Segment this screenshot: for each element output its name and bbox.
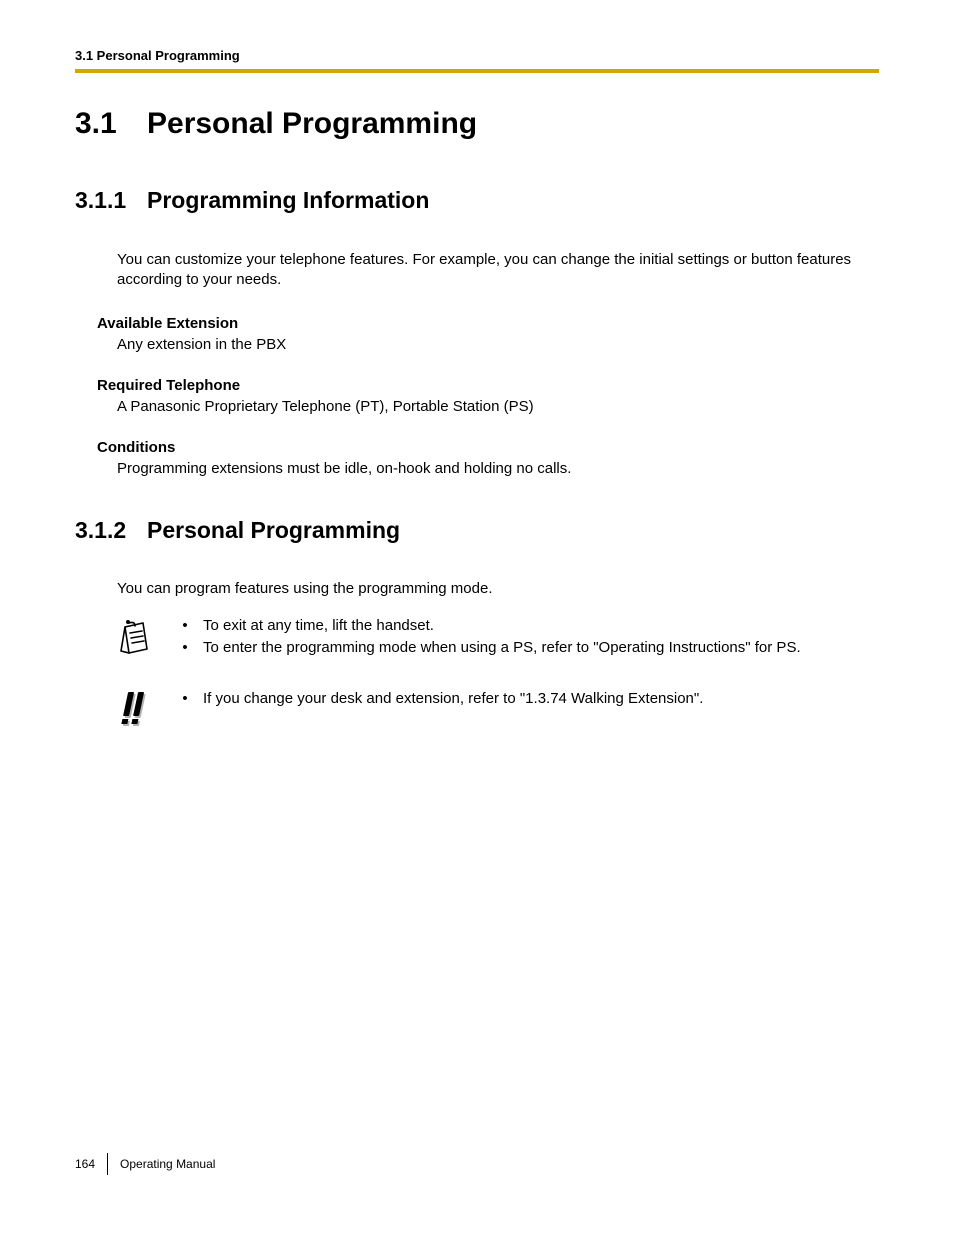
note-block: • To exit at any time, lift the handset.… bbox=[117, 615, 879, 660]
subbody-conditions: Programming extensions must be idle, on-… bbox=[117, 460, 879, 477]
heading-1-number: 3.1 bbox=[75, 107, 147, 141]
running-header: 3.1 Personal Programming bbox=[75, 48, 879, 63]
list-item-text: To enter the programming mode when using… bbox=[203, 637, 879, 660]
bullet-icon: • bbox=[167, 637, 203, 660]
heading-2-number: 3.1.2 bbox=[75, 517, 147, 544]
list-item-text: To exit at any time, lift the handset. bbox=[203, 615, 879, 638]
heading-1-title: Personal Programming bbox=[147, 107, 477, 140]
heading-2-title: Programming Information bbox=[147, 187, 429, 213]
heading-2-number: 3.1.1 bbox=[75, 187, 147, 214]
important-icon bbox=[117, 688, 167, 732]
header-rule bbox=[75, 69, 879, 73]
document-page: 3.1 Personal Programming 3.1Personal Pro… bbox=[0, 0, 954, 1235]
heading-2-title: Personal Programming bbox=[147, 517, 400, 543]
document-title: Operating Manual bbox=[120, 1157, 215, 1171]
page-number: 164 bbox=[75, 1157, 107, 1171]
section-1-intro: You can customize your telephone feature… bbox=[117, 250, 879, 291]
list-item: • To exit at any time, lift the handset. bbox=[167, 615, 879, 638]
heading-1: 3.1Personal Programming bbox=[75, 107, 879, 141]
important-list: • If you change your desk and extension,… bbox=[167, 688, 879, 711]
footer-divider bbox=[107, 1153, 108, 1175]
page-footer: 164 Operating Manual bbox=[75, 1153, 215, 1175]
heading-2-section-2: 3.1.2Personal Programming bbox=[75, 517, 879, 544]
section-2-intro: You can program features using the progr… bbox=[117, 580, 879, 597]
subheading-available-extension: Available Extension bbox=[97, 315, 879, 332]
list-item: • If you change your desk and extension,… bbox=[167, 688, 879, 711]
subbody-available-extension: Any extension in the PBX bbox=[117, 336, 879, 353]
note-icon bbox=[117, 615, 167, 659]
list-item-text: If you change your desk and extension, r… bbox=[203, 688, 879, 711]
note-list: • To exit at any time, lift the handset.… bbox=[167, 615, 879, 660]
heading-2-section-1: 3.1.1Programming Information bbox=[75, 187, 879, 214]
bullet-icon: • bbox=[167, 615, 203, 638]
bullet-icon: • bbox=[167, 688, 203, 711]
subheading-required-telephone: Required Telephone bbox=[97, 377, 879, 394]
list-item: • To enter the programming mode when usi… bbox=[167, 637, 879, 660]
important-block: • If you change your desk and extension,… bbox=[117, 688, 879, 732]
subbody-required-telephone: A Panasonic Proprietary Telephone (PT), … bbox=[117, 398, 879, 415]
subheading-conditions: Conditions bbox=[97, 439, 879, 456]
